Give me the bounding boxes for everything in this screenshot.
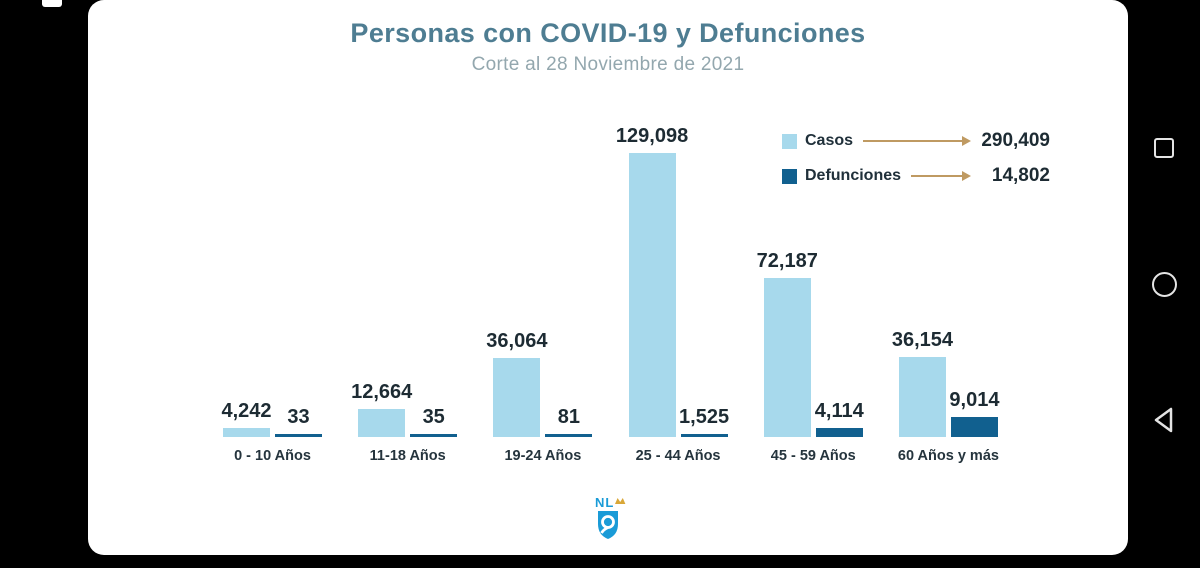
- home-circle-icon: [1151, 271, 1177, 297]
- bar-column-casos: 129,098: [616, 125, 688, 437]
- bar-column-casos: 36,154: [892, 329, 953, 437]
- bar-group: 36,064 81 19-24 Años: [486, 330, 593, 464]
- bar-column-defunciones: 35: [410, 405, 458, 437]
- chart-card: Personas con COVID-19 y Defunciones Cort…: [88, 0, 1128, 555]
- bar-group: 12,664 35 11-18 Años: [351, 381, 458, 464]
- bar-column-casos: 72,187: [757, 250, 818, 437]
- bar-value-label: 12,664: [351, 381, 413, 404]
- legend-total-casos: 290,409: [981, 130, 1050, 151]
- legend-label-casos: Casos: [805, 132, 854, 149]
- bar-column-defunciones: 33: [275, 405, 322, 437]
- back-button[interactable]: [1144, 400, 1184, 440]
- bar-column-defunciones: 4,114: [814, 399, 864, 437]
- bar-value-label: 129,098: [615, 125, 689, 147]
- svg-text:NL: NL: [595, 495, 614, 510]
- bar-group: 72,187 4,114 45 - 59 Años: [757, 250, 864, 464]
- bar-value-label: 72,187: [756, 250, 818, 273]
- bar-casos: [628, 153, 676, 437]
- bar-value-label: 81: [557, 405, 580, 428]
- legend-swatch-casos: [782, 133, 797, 149]
- bar-casos: [898, 357, 946, 437]
- category-label: 60 Años y más: [897, 448, 999, 464]
- bar-defunciones: [680, 433, 728, 437]
- legend-label-defunciones: Defunciones: [805, 167, 902, 184]
- bar-column-defunciones: 9,014: [949, 389, 1000, 437]
- bar-defunciones: [410, 433, 458, 437]
- arrow-right-icon: [863, 136, 971, 146]
- bar-column-casos: 4,242: [221, 399, 272, 437]
- bar-value-label: 1,525: [679, 405, 730, 428]
- crown-icon: [615, 498, 626, 504]
- category-label: 19-24 Años: [504, 448, 582, 464]
- bar-value-label: 4,114: [814, 399, 864, 422]
- bar-value-label: 33: [287, 405, 310, 428]
- legend-row-casos: Casos 290,409: [782, 130, 1050, 152]
- screen-artifact: [42, 0, 62, 7]
- legend-total-defunciones: 14,802: [991, 165, 1050, 186]
- bar-defunciones: [545, 433, 593, 437]
- bar-column-casos: 36,064: [486, 330, 547, 437]
- android-nav-bar: [1128, 0, 1200, 568]
- bar-value-label: 36,064: [486, 329, 548, 352]
- recents-square-icon: [1154, 138, 1174, 158]
- nl-logo-graphic: NL: [595, 495, 626, 539]
- bar-column-defunciones: 1,525: [679, 405, 730, 437]
- bar-defunciones: [275, 433, 322, 437]
- bar-group: 4,242 33 0 - 10 Años: [221, 399, 322, 464]
- bar-casos: [763, 278, 811, 437]
- bar-defunciones: [950, 417, 998, 437]
- bar-chart: 4,242 33 0 - 10 Años 12,664 35 11-18 Años 36,0…: [221, 125, 1000, 464]
- bar-defunciones: [815, 427, 863, 437]
- chart-subtitle: Corte al 28 Noviembre de 2021: [471, 54, 745, 75]
- bar-group: 36,154 9,014 60 Años y más: [892, 329, 1000, 464]
- bar-value-label: 36,154: [891, 329, 954, 352]
- bar-value-label: 4,242: [221, 399, 272, 422]
- recents-button[interactable]: [1144, 128, 1184, 168]
- bar-casos: [358, 409, 406, 437]
- chart-title: Personas con COVID-19 y Defunciones: [350, 18, 866, 48]
- category-label: 25 - 44 Años: [635, 448, 721, 464]
- bar-value-label: 9,014: [949, 389, 1000, 412]
- bar-column-casos: 12,664: [351, 381, 412, 437]
- bar-column-defunciones: 81: [545, 405, 593, 437]
- home-button[interactable]: [1144, 264, 1184, 304]
- category-label: 0 - 10 Años: [234, 448, 311, 464]
- nl-logo: NL: [585, 494, 631, 553]
- legend-swatch-defunciones: [782, 168, 797, 184]
- chart-legend: Casos 290,409 Defunciones 14,802: [782, 130, 1050, 200]
- category-label: 45 - 59 Años: [770, 448, 856, 464]
- bar-group: 129,098 1,525 25 - 44 Años: [616, 125, 730, 464]
- back-triangle-icon: [1154, 407, 1173, 433]
- category-label: 11-18 Años: [369, 448, 446, 464]
- bar-casos: [493, 357, 541, 437]
- legend-row-defunciones: Defunciones 14,802: [782, 165, 1050, 187]
- bar-value-label: 35: [422, 405, 445, 428]
- arrow-right-icon: [911, 171, 971, 181]
- bar-casos: [223, 427, 270, 437]
